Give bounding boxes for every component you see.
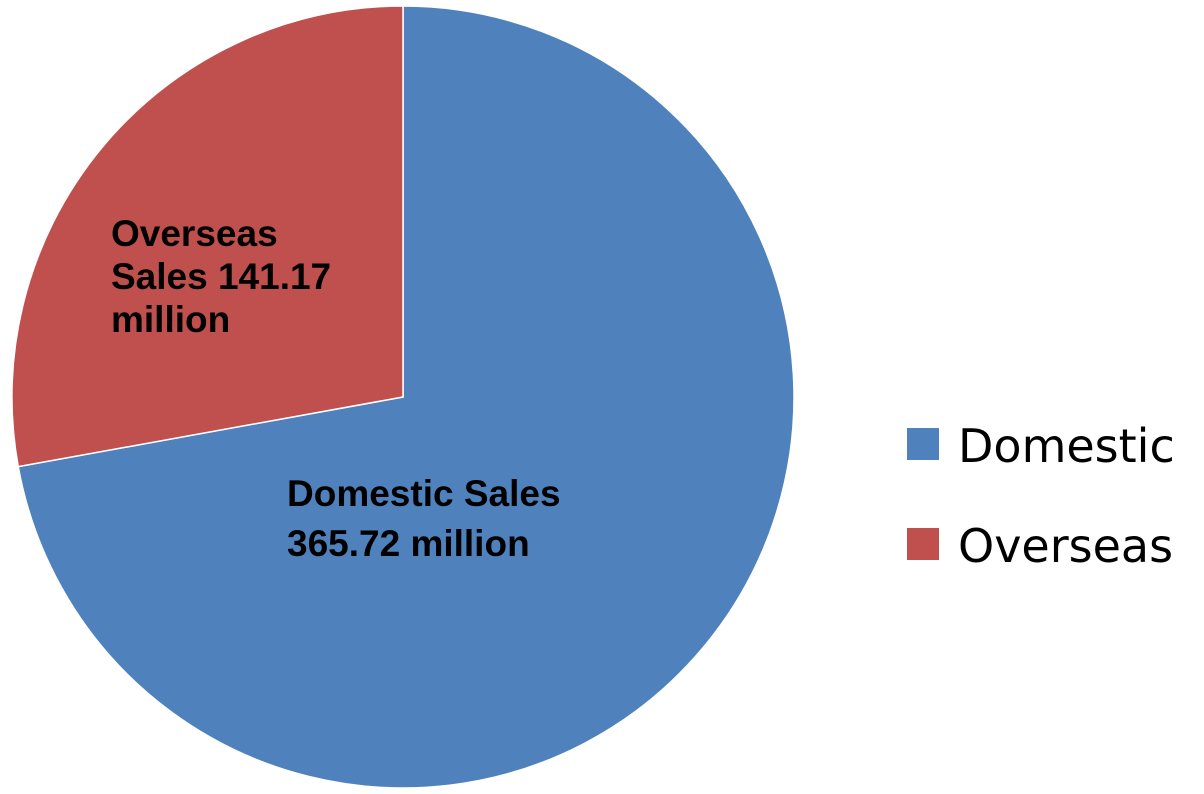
pie-slices (11, 5, 795, 789)
legend: Domestic Overseas (907, 419, 1175, 573)
data-label-line: 365.72 million (287, 523, 530, 564)
data-label-line: Overseas (111, 213, 278, 254)
data-label-line: Domestic Sales (287, 473, 561, 514)
pie-slice-overseas (11, 5, 404, 468)
data-label-line: Sales 141.17 (111, 256, 331, 297)
pie-slice-domestic (17, 5, 795, 789)
data-label-domestic: Domestic Sales 365.72 million (287, 473, 561, 564)
data-label-overseas: Overseas Sales 141.17 million (111, 213, 331, 340)
legend-swatch-domestic (907, 428, 939, 460)
data-labels: Domestic Sales 365.72 million Overseas Sale… (111, 213, 561, 564)
legend-swatch-overseas (907, 528, 939, 560)
data-label-line: million (111, 299, 230, 340)
legend-label-overseas: Overseas (958, 519, 1173, 573)
legend-label-domestic: Domestic (958, 419, 1175, 473)
